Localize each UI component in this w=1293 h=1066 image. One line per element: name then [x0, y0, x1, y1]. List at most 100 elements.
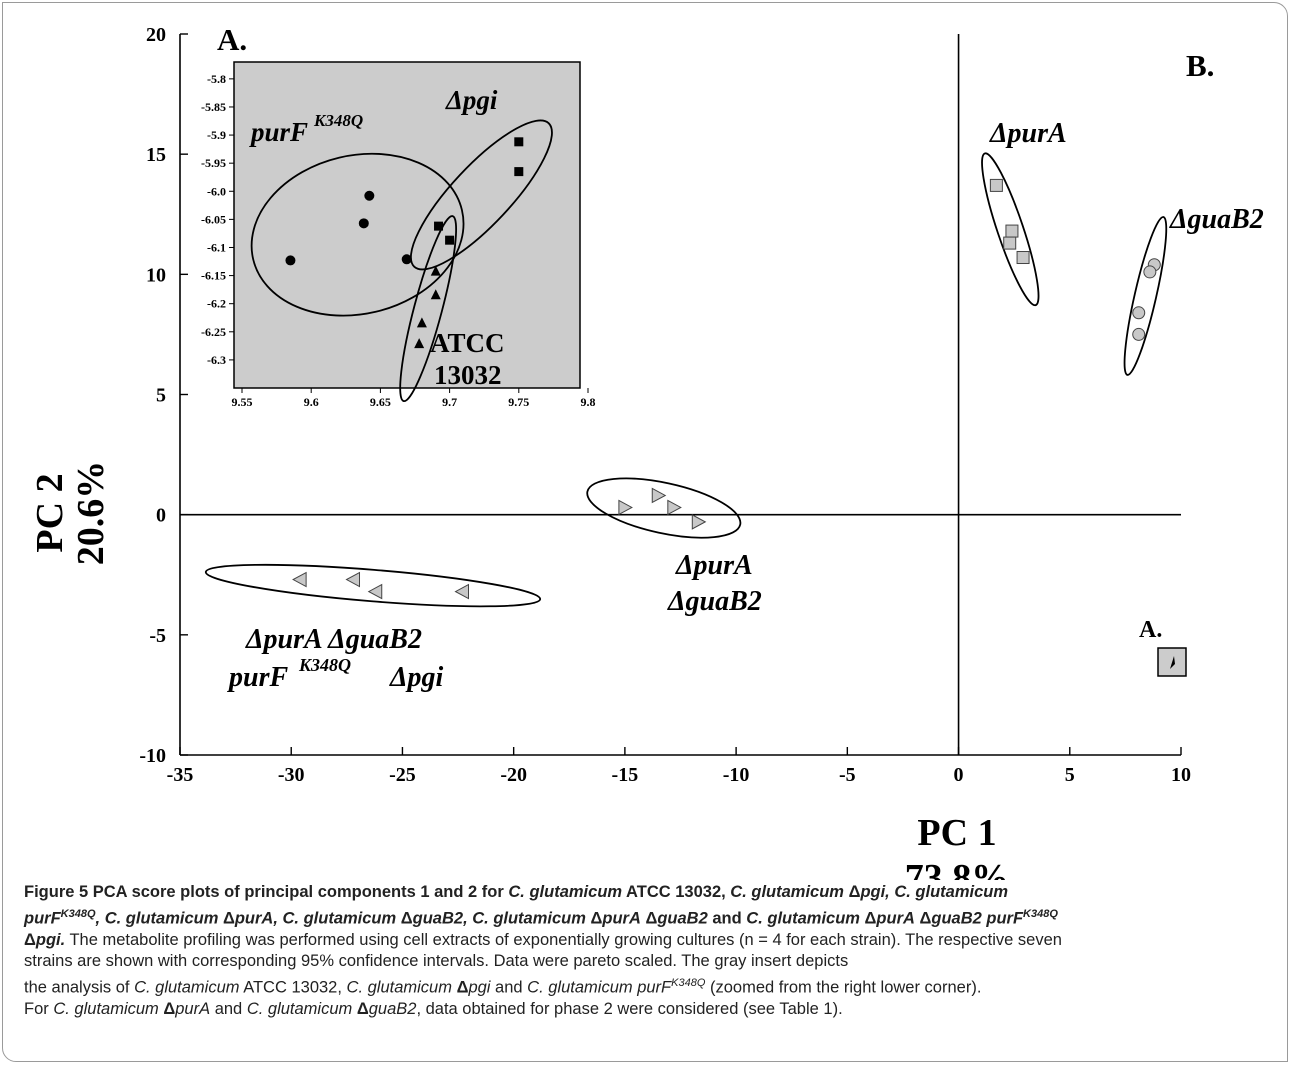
data-point-triangle-left	[367, 583, 383, 600]
data-point-triangle-right	[618, 499, 633, 516]
data-point-triangle	[430, 265, 441, 276]
caption-segment: pgi	[468, 978, 491, 996]
inset-ellipses	[250, 119, 553, 403]
inset-y-tick-label: -6.2	[207, 297, 226, 311]
main-panel-label: B.	[1186, 48, 1214, 83]
data-point-square	[434, 221, 444, 231]
x-tick-label: 0	[954, 764, 964, 786]
caption-segment: C. glutamicum	[730, 883, 844, 901]
caption-segment: Δ	[585, 909, 603, 927]
y-tick-label: 5	[156, 385, 166, 407]
data-point-square	[989, 178, 1003, 192]
main-ellipses	[204, 152, 1168, 608]
y-tick-label: 20	[146, 24, 166, 46]
caption-segment: the analysis of	[24, 978, 135, 996]
caption-segment: (zoomed from the right lower corner).	[705, 978, 982, 996]
y-axis-label: PC 2	[29, 473, 71, 552]
inset-label-purF-sup: K348Q	[313, 111, 363, 130]
caption-segment: purA	[876, 909, 915, 927]
inset-x-tick-label: 9.8	[581, 395, 596, 409]
caption-segment: ATCC 13032,	[239, 978, 347, 996]
caption-segment: and	[210, 999, 247, 1018]
caption-segment: C. glutamicum	[508, 883, 623, 901]
caption-segment: Δ	[451, 978, 469, 996]
caption-segment: K348Q	[671, 976, 706, 989]
pca-figure: -35 -30 -25 -20 -15 -10 -5 0 5 10 -10 -5 0 5 10 15 20 B.…	[29, 22, 1264, 880]
x-tick-label: -15	[612, 764, 639, 786]
inset-plot: 9.55 9.6 9.65 9.7 9.75 9.8 -5.8 -5.85 -5.9 -5.95 -…	[201, 22, 596, 409]
main-axes: -35 -30 -25 -20 -15 -10 -5 0 5 10 -10 -5 0 5 10 15 20	[139, 24, 1191, 786]
y-tick-label: 15	[146, 144, 166, 166]
caption-segment: K348Q	[60, 907, 96, 920]
data-point-square	[1005, 224, 1019, 238]
inset-x-tick-label: 9.65	[370, 395, 391, 409]
caption-segment: , data obtained for phase 2 were conside…	[416, 999, 843, 1018]
caption-segment: Figure 5 PCA score plots of principal co…	[24, 883, 509, 901]
inset-ellipse-pgi	[410, 119, 553, 271]
caption-segment: Δ	[352, 999, 369, 1018]
inset-y-tick-label: -5.95	[201, 156, 226, 170]
caption-line: Δpgi. The metabolite profiling was perfo…	[24, 930, 1274, 952]
data-point-triangle-left	[454, 583, 470, 600]
x-axis-percent: 73.8%	[905, 857, 1010, 880]
caption-segment: purA	[602, 909, 641, 927]
caption-segment: C. glutamicum	[246, 999, 353, 1018]
caption-segment: guaB2, C. glutamicum	[412, 909, 586, 927]
x-tick-label: -30	[278, 764, 305, 786]
y-tick-label: 10	[146, 264, 166, 286]
inset-y-tick-label: -6.25	[201, 325, 226, 339]
label-quad-line1: ΔpurA ΔguaB2	[245, 624, 422, 655]
caption-segment: strains are shown with corresponding 95%…	[24, 952, 849, 970]
inset-y-tick-label: -6.1	[207, 240, 226, 254]
inset-y-tick-label: -6.05	[201, 212, 226, 226]
confidence-ellipse	[1123, 216, 1168, 376]
caption-segment: Δ	[914, 909, 932, 927]
inset-x-tick-label: 9.55	[232, 395, 253, 409]
caption-segment: C. glutamicum purF	[527, 978, 672, 996]
x-tick-label: 5	[1065, 764, 1075, 786]
caption-segment: Δ	[396, 909, 413, 927]
inset-label-purF: purF	[249, 117, 308, 147]
figure-caption: Figure 5 PCA score plots of principal co…	[24, 882, 1274, 1020]
inset-label-13032: 13032	[434, 360, 502, 390]
inset-ellipse-purF	[250, 152, 465, 317]
inset-marker-glyph	[1170, 656, 1175, 669]
y-axis-percent: 20.6%	[70, 461, 112, 566]
data-point-square	[1016, 251, 1030, 265]
inset-y-tick-label: -5.9	[207, 128, 226, 142]
caption-segment: Δ	[158, 999, 176, 1018]
caption-segment: guaB2	[657, 909, 708, 927]
label-quad-purF-sup: K348Q	[298, 655, 351, 675]
caption-segment: Δ	[218, 909, 235, 927]
label-purA-guaB2-line1: ΔpurA	[675, 550, 753, 581]
inset-x-tick-label: 9.6	[304, 395, 319, 409]
caption-segment: purA, C. glutamicum	[234, 909, 397, 927]
inset-x-tick-label: 9.7	[442, 395, 457, 409]
caption-segment: guaB2 purF	[931, 909, 1024, 927]
label-purA-guaB2-line2: ΔguaB2	[667, 586, 762, 617]
inset-ellipse-atcc	[399, 215, 458, 403]
caption-segment: The metabolite profiling was performed u…	[65, 930, 1062, 949]
caption-segment: and	[707, 909, 747, 927]
main-quadrant-lines	[180, 34, 1181, 755]
data-point-triangle-right	[691, 514, 707, 530]
caption-line: strains are shown with corresponding 95%…	[24, 951, 1274, 973]
data-point-square	[514, 137, 524, 147]
data-point-square	[445, 235, 455, 245]
data-point-triangle	[430, 289, 441, 300]
caption-segment: and	[490, 978, 528, 996]
inset-marker-label: A.	[1139, 617, 1162, 643]
data-point-triangle-left	[292, 571, 307, 588]
inset-axes: 9.55 9.6 9.65 9.7 9.75 9.8 -5.8 -5.85 -5.9 -5.95 -…	[201, 72, 596, 409]
caption-segment: purF	[24, 909, 61, 927]
caption-segment: , C. glutamicum	[95, 909, 219, 927]
x-tick-label: -35	[167, 764, 194, 786]
data-point-circle	[401, 254, 412, 265]
caption-line: Figure 5 PCA score plots of principal co…	[24, 882, 1274, 904]
y-tick-label: 0	[156, 505, 166, 527]
label-purA: ΔpurA	[989, 118, 1067, 149]
data-point-triangle-right	[651, 487, 667, 504]
inset-panel-label: A.	[217, 22, 247, 57]
caption-segment: ATCC 13032,	[622, 883, 731, 901]
inset-label-pgi: Δpgi	[445, 85, 498, 115]
